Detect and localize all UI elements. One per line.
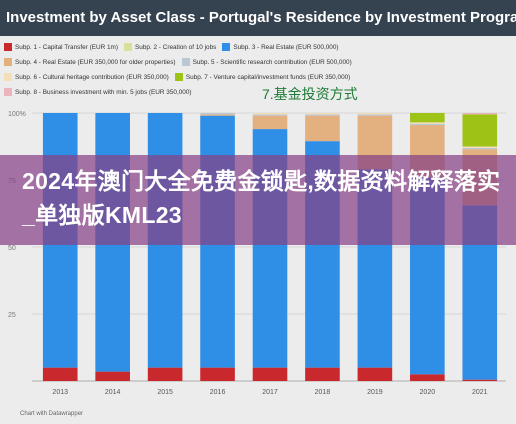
x-tick-label: 2018 [315, 389, 331, 396]
bar-segment [410, 113, 445, 123]
legend-swatch [222, 43, 231, 51]
legend-item: Subp. 1 - Capital Transfer (EUR 1m) [4, 41, 118, 53]
bar-segment [305, 115, 340, 142]
legend-label: Subp. 5 - Scientific research contributi… [192, 58, 352, 66]
bar-segment [200, 113, 235, 115]
chart-annotation: 7.基金投资方式 [262, 86, 358, 102]
legend-item: Subp. 6 - Cultural heritage contribution… [4, 71, 169, 83]
legend-item: Subp. 8 - Business investment with min. … [4, 86, 192, 98]
bar-segment [357, 367, 393, 381]
bar-segment [200, 114, 235, 116]
chart-title: Investment by Asset Class - Portugal's R… [0, 0, 516, 36]
x-tick-label: 2016 [210, 389, 226, 396]
overlay-banner [0, 155, 516, 245]
bar-segment [410, 123, 445, 126]
legend-item: Subp. 7 - Venture capital/investment fun… [174, 71, 351, 83]
bar-segment [305, 367, 340, 381]
bar-segment [252, 114, 288, 116]
y-tick-label: 50 [8, 245, 16, 252]
x-tick-label: 2015 [157, 389, 173, 396]
bar-segment [462, 147, 498, 150]
legend-item: Subp. 2 - Creation of 10 jobs [124, 41, 216, 53]
bar-segment [462, 379, 498, 381]
bar-segment [252, 367, 288, 381]
bar-segment [252, 113, 288, 115]
legend-swatch [4, 73, 12, 81]
x-tick-label: 2014 [105, 389, 121, 396]
bar-segment [462, 113, 498, 115]
legend-item: Subp. 5 - Scientific research contributi… [181, 56, 352, 68]
y-tick-label: 25 [8, 312, 16, 319]
y-tick-label: 100% [8, 111, 26, 118]
bar-segment [305, 113, 340, 115]
bar-segment [305, 114, 340, 116]
bar-segment [95, 371, 130, 381]
legend-label: Subp. 2 - Creation of 10 jobs [135, 43, 217, 51]
chart-legend: Subp. 1 - Capital Transfer (EUR 1m) Subp.… [4, 40, 504, 100]
bar-segment [410, 122, 445, 124]
x-tick-label: 2013 [52, 389, 68, 396]
x-tick-label: 2017 [262, 389, 278, 396]
legend-label: Subp. 7 - Venture capital/investment fun… [185, 73, 351, 81]
legend-swatch [4, 43, 12, 51]
x-tick-label: 2020 [420, 389, 436, 396]
bar-segment [252, 115, 288, 130]
legend-swatch [4, 58, 12, 66]
chart-credit: Chart with Datawrapper [20, 411, 84, 417]
x-tick-label: 2021 [472, 389, 488, 396]
bar-segment [357, 114, 393, 116]
legend-item: Subp. 3 - Real Estate (EUR 500,000) [222, 41, 339, 53]
legend-item: Subp. 4 - Real Estate (EUR 350,000 for o… [4, 56, 176, 68]
legend-label: Subp. 3 - Real Estate (EUR 500,000) [233, 43, 339, 51]
legend-swatch [4, 88, 12, 96]
bar-segment [410, 374, 445, 381]
legend-swatch [124, 43, 132, 51]
bar-segment [462, 146, 498, 148]
bar-segment [147, 367, 183, 381]
bar-segment [42, 367, 78, 381]
overlay-banner-text: 2024年澳门大全免费金锁匙,数据资料解释落实_单独版KML23 [22, 168, 501, 228]
legend-label: Subp. 1 - Capital Transfer (EUR 1m) [15, 43, 118, 51]
bar-segment [200, 367, 235, 381]
legend-label: Subp. 4 - Real Estate (EUR 350,000 for o… [15, 58, 176, 66]
x-tick-label: 2019 [367, 389, 383, 396]
bar-segment [357, 113, 393, 115]
legend-label: Subp. 8 - Business investment with min. … [15, 88, 192, 96]
bar-segment [462, 114, 498, 147]
legend-swatch [174, 73, 183, 81]
legend-label: Subp. 6 - Cultural heritage contribution… [15, 73, 169, 81]
legend-swatch [181, 58, 190, 66]
